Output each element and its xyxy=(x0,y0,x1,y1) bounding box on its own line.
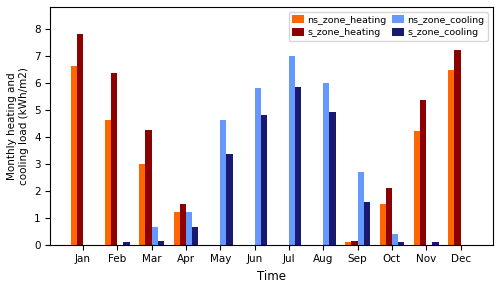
Bar xyxy=(220,120,226,245)
Bar xyxy=(146,130,152,245)
Bar xyxy=(174,212,180,245)
Bar xyxy=(254,88,261,245)
Bar xyxy=(432,242,438,245)
Bar xyxy=(398,242,404,245)
Bar xyxy=(124,242,130,245)
Y-axis label: Monthly heating and
cooling load (kWh/m2): Monthly heating and cooling load (kWh/m2… xyxy=(7,67,28,185)
Bar xyxy=(226,154,232,245)
Bar xyxy=(448,70,454,245)
Bar xyxy=(105,120,111,245)
Bar xyxy=(70,66,76,245)
Bar xyxy=(323,83,330,245)
Bar xyxy=(392,234,398,245)
Bar xyxy=(295,87,302,245)
Bar xyxy=(186,212,192,245)
Bar xyxy=(139,164,145,245)
Bar xyxy=(76,34,83,245)
Bar xyxy=(380,204,386,245)
Bar xyxy=(364,202,370,245)
Bar xyxy=(352,241,358,245)
Bar xyxy=(180,204,186,245)
Bar xyxy=(454,50,460,245)
Bar xyxy=(345,242,352,245)
Legend: ns_zone_heating, s_zone_heating, ns_zone_cooling, s_zone_cooling: ns_zone_heating, s_zone_heating, ns_zone… xyxy=(288,12,488,41)
Bar xyxy=(158,241,164,245)
Bar xyxy=(261,115,267,245)
Bar xyxy=(330,112,336,245)
Bar xyxy=(414,131,420,245)
Bar xyxy=(420,100,426,245)
Bar xyxy=(289,56,295,245)
Bar xyxy=(386,188,392,245)
Bar xyxy=(152,227,158,245)
Bar xyxy=(111,73,117,245)
Bar xyxy=(192,227,198,245)
X-axis label: Time: Time xyxy=(258,270,286,283)
Bar xyxy=(358,172,364,245)
